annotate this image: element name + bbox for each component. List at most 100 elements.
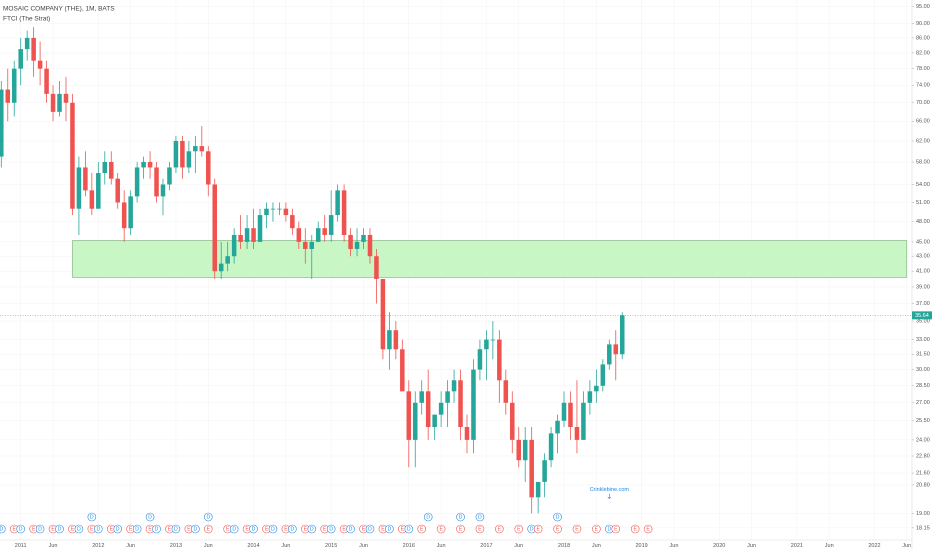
candle-body: [367, 234, 373, 257]
y-tick-label: 45.00: [916, 239, 930, 245]
y-tick-label: 28.50: [916, 383, 930, 389]
candle-body: [96, 173, 101, 209]
event-marker: [553, 524, 562, 534]
last-price-label: 35.64: [915, 313, 929, 319]
candle-body: [141, 161, 146, 168]
event-marker: [572, 524, 582, 534]
x-tick-label: 2015: [325, 543, 337, 549]
event-label: E: [90, 527, 94, 533]
event-marker: [495, 524, 504, 534]
y-tick-label: 58.00: [916, 159, 930, 165]
candle-body: [264, 208, 269, 216]
candle-body: [600, 364, 606, 386]
x-tick-label: 2018: [558, 543, 570, 549]
candle-body: [244, 228, 250, 242]
event-marker: [113, 524, 123, 534]
candle-body: [18, 49, 23, 69]
chart-title: MOSAIC COMPANY (THE), 1M, BATS: [3, 6, 115, 13]
event-marker: [592, 524, 601, 534]
candle-body: [335, 190, 340, 216]
event-marker: [423, 512, 433, 522]
event-marker: [35, 524, 45, 534]
annotation: Crinklebine.com: [590, 487, 630, 493]
candle-body: [108, 161, 114, 179]
y-tick-label: 43.00: [916, 254, 930, 260]
event-label: D: [116, 527, 120, 533]
x-tick-label: Jun: [49, 543, 58, 549]
event-label: E: [420, 527, 424, 533]
candle-body: [542, 460, 547, 482]
candle-body: [44, 68, 49, 94]
x-tick-label: Jun: [592, 543, 601, 549]
candle-body: [490, 339, 496, 341]
candle-body: [503, 380, 509, 403]
candle-body: [283, 208, 289, 216]
candle-body: [251, 228, 256, 242]
grid: [0, 0, 912, 540]
candle-body: [380, 278, 386, 350]
candle-body: [167, 167, 172, 185]
event-marker: [87, 512, 97, 522]
event-label: D: [155, 527, 159, 533]
candle-body: [406, 391, 412, 440]
candle-body: [173, 140, 179, 168]
y-tick-label: 37.00: [916, 301, 930, 307]
event-label: D: [0, 527, 3, 533]
y-tick-label: 21.60: [916, 471, 930, 477]
candle-body: [160, 184, 166, 197]
candle-body: [400, 349, 405, 392]
event-label: E: [226, 527, 230, 533]
y-tick-label: 19.00: [916, 511, 930, 517]
event-marker: [346, 524, 355, 534]
event-label: E: [51, 527, 55, 533]
event-label: E: [71, 527, 75, 533]
event-label: D: [252, 527, 256, 533]
x-tick-label: Jun: [126, 543, 135, 549]
y-tick-label: 82.00: [916, 50, 930, 56]
x-tick-label: 2020: [713, 543, 725, 549]
x-tick-label: Jun: [437, 543, 446, 549]
candle-body: [522, 439, 528, 461]
candle-body: [102, 161, 108, 174]
event-marker: [229, 524, 239, 534]
event-marker: [404, 524, 414, 534]
event-label: E: [32, 527, 36, 533]
x-tick-label: 2016: [403, 543, 415, 549]
candle-body: [594, 385, 599, 392]
candle-body: [309, 241, 315, 249]
event-marker: [288, 524, 297, 534]
candle-body: [134, 167, 140, 197]
event-label: E: [304, 527, 308, 533]
y-tick-label: 78.00: [916, 66, 930, 72]
event-label: D: [426, 515, 430, 521]
event-label: E: [362, 527, 366, 533]
event-marker: [55, 524, 64, 534]
y-tick-label: 62.00: [916, 138, 930, 144]
candle-body: [438, 402, 444, 415]
event-label: D: [77, 527, 81, 533]
event-marker: [475, 512, 485, 522]
event-label: E: [646, 527, 650, 533]
event-label: D: [58, 527, 62, 533]
candle-body: [464, 427, 470, 440]
event-marker: [475, 524, 485, 534]
event-label: E: [265, 527, 269, 533]
candle-body: [432, 414, 437, 428]
candle-body: [11, 68, 17, 103]
candle-body: [613, 344, 619, 355]
event-label: E: [439, 527, 443, 533]
candle-body: [341, 190, 347, 235]
event-label: E: [614, 527, 618, 533]
candle-body: [270, 208, 276, 210]
event-marker: [191, 524, 200, 534]
event-label: E: [595, 527, 599, 533]
candle-body: [193, 146, 198, 152]
candle-body: [574, 427, 580, 440]
y-tick-label: 31.50: [916, 352, 930, 358]
candle-body: [121, 202, 127, 229]
event-marker: [0, 524, 6, 534]
candle-body: [458, 380, 463, 428]
candle-body: [374, 256, 379, 279]
